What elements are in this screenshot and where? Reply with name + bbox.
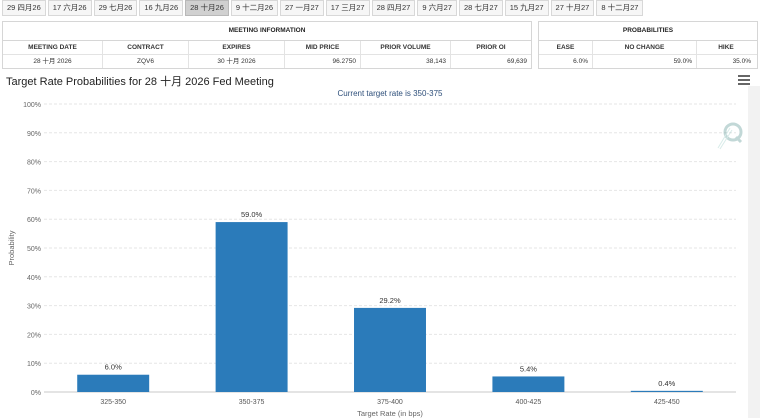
mid-price-value: 96.2750 [285,55,361,68]
x-tick-label: 425-450 [654,399,680,406]
date-tab[interactable]: 28 十月26 [185,0,229,16]
meeting-date-value: 28 十月 2026 [3,55,103,68]
bar-350-375 [215,222,288,392]
y-tick-label: 40% [27,275,41,282]
date-tab[interactable]: 27 一月27 [280,0,324,16]
data-label: 6.0% [105,363,122,372]
date-tab[interactable]: 28 四月27 [371,0,416,16]
col-contract: CONTRACT [103,41,189,54]
date-tab[interactable]: 17 三月27 [325,0,370,16]
date-tab[interactable]: 16 九月26 [139,0,184,16]
y-tick-label: 20% [27,332,41,339]
y-tick-label: 80% [27,160,41,167]
hike-value: 35.0% [732,58,751,65]
col-meeting-date: MEETING DATE [3,41,103,54]
y-axis-label: Probability [7,230,16,265]
date-tab[interactable]: 8 十二月27 [596,0,644,16]
prior-volume-value: 38,143 [361,55,451,68]
scrollbar-track[interactable] [748,86,760,418]
chart-title: Target Rate Probabilities for 28 十月 2026… [6,76,274,88]
y-tick-label: 90% [27,131,41,138]
col-hike: HIKE [718,44,734,51]
probabilities-row: 6.0% 59.0% 35.0% [539,55,757,68]
date-tab[interactable]: 9 十二月26 [230,0,279,16]
x-tick-label: 350-375 [239,399,265,406]
no-change-value: 59.0% [593,55,697,68]
col-expires: EXPIRES [189,41,285,54]
prior-oi-value: 69,639 [507,58,527,65]
data-label: 29.2% [379,296,401,305]
x-tick-label: 400-425 [516,399,542,406]
col-prior-oi: PRIOR OI [476,44,506,51]
probabilities-panel: PROBABILITIES EASE NO CHANGE HIKE 6.0% 5… [538,21,758,69]
col-no-change: NO CHANGE [593,41,697,54]
date-tab[interactable]: 29 四月26 [2,0,46,16]
contract-value: ZQV6 [103,55,189,68]
x-axis-label: Target Rate (in bps) [357,409,423,418]
data-label: 0.4% [658,379,675,388]
bar-400-425 [492,376,565,392]
date-tab[interactable]: 29 七月26 [93,0,138,16]
chart-menu-icon[interactable] [738,75,750,85]
date-tab[interactable]: 9 六月27 [417,0,457,16]
y-tick-label: 50% [27,246,41,253]
x-tick-label: 325-350 [100,399,126,406]
meeting-information-header: MEETING INFORMATION [3,22,531,41]
date-tab[interactable]: 17 六月26 [47,0,92,16]
bar-425-450 [630,390,703,392]
col-ease: EASE [539,41,593,54]
date-tab[interactable]: 28 七月27 [458,0,503,16]
bar-325-350 [77,374,150,392]
date-tab[interactable]: 15 九月27 [504,0,549,16]
y-tick-label: 0% [31,390,41,397]
meeting-information-column-headers: MEETING DATE CONTRACT EXPIRES MID PRICE … [3,41,531,55]
data-label: 59.0% [241,210,263,219]
meeting-information-panel: MEETING INFORMATION MEETING DATE CONTRAC… [2,21,532,69]
probability-bar-chart: Current target rate is 350-375 0% 10% 20% 30… [7,89,736,418]
date-tab[interactable]: 27 十月27 [550,0,595,16]
probabilities-column-headers: EASE NO CHANGE HIKE [539,41,757,55]
y-tick-label: 70% [27,188,41,195]
expires-value: 30 十月 2026 [189,55,285,68]
ease-value: 6.0% [539,55,593,68]
probabilities-header: PROBABILITIES [539,22,757,41]
meeting-date-tabs: 29 四月26 17 六月26 29 七月26 16 九月26 28 十月26 9 十二月… [0,0,644,16]
meeting-information-row: 28 十月 2026 ZQV6 30 十月 2026 96.2750 38,14… [3,55,531,68]
col-prior-volume: PRIOR VOLUME [361,41,451,54]
chart-subtitle: Current target rate is 350-375 [338,89,443,98]
col-mid-price: MID PRICE [285,41,361,54]
quikstrike-logo-icon [717,122,743,150]
y-tick-label: 10% [27,361,41,368]
y-tick-label: 60% [27,217,41,224]
y-tick-label: 100% [23,102,41,109]
y-tick-label: 30% [27,304,41,311]
bar-375-400 [354,307,426,392]
x-tick-label: 375-400 [377,399,403,406]
data-label: 5.4% [520,364,537,373]
